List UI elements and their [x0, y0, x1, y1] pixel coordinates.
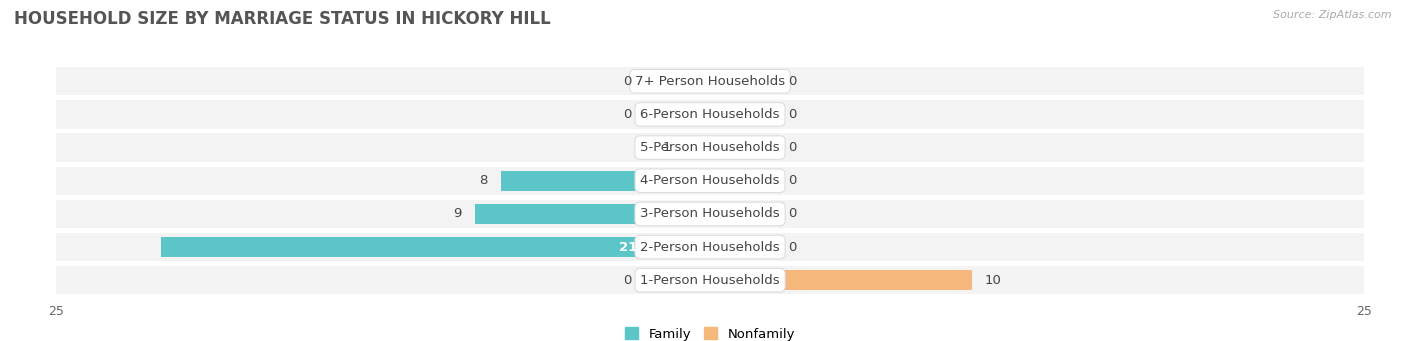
Bar: [644, 71, 710, 91]
Text: 4-Person Households: 4-Person Households: [640, 174, 780, 187]
Text: 0: 0: [789, 174, 797, 187]
Bar: [501, 171, 710, 191]
Text: 21: 21: [619, 240, 637, 254]
Text: Source: ZipAtlas.com: Source: ZipAtlas.com: [1274, 10, 1392, 20]
Legend: Family, Nonfamily: Family, Nonfamily: [619, 322, 801, 341]
Text: 3-Person Households: 3-Person Households: [640, 207, 780, 220]
Text: 0: 0: [623, 274, 631, 287]
Bar: [710, 171, 776, 191]
Bar: [56, 167, 1364, 195]
Text: 5-Person Households: 5-Person Households: [640, 141, 780, 154]
Text: 6-Person Households: 6-Person Households: [640, 108, 780, 121]
Bar: [710, 270, 776, 290]
Bar: [56, 233, 1364, 261]
Bar: [644, 171, 710, 191]
Bar: [644, 270, 710, 290]
Bar: [475, 204, 710, 224]
Text: HOUSEHOLD SIZE BY MARRIAGE STATUS IN HICKORY HILL: HOUSEHOLD SIZE BY MARRIAGE STATUS IN HIC…: [14, 10, 551, 28]
Text: 0: 0: [623, 75, 631, 88]
Text: 1-Person Households: 1-Person Households: [640, 274, 780, 287]
Text: 0: 0: [789, 141, 797, 154]
Text: 7+ Person Households: 7+ Person Households: [636, 75, 785, 88]
Bar: [710, 71, 776, 91]
Text: 1: 1: [662, 141, 671, 154]
Bar: [710, 270, 972, 290]
Text: 0: 0: [623, 108, 631, 121]
Text: 0: 0: [789, 240, 797, 254]
Bar: [644, 104, 710, 124]
Text: 2-Person Households: 2-Person Households: [640, 240, 780, 254]
Text: 8: 8: [479, 174, 488, 187]
Text: 0: 0: [789, 207, 797, 220]
Text: 0: 0: [789, 108, 797, 121]
Bar: [56, 266, 1364, 294]
Bar: [710, 204, 776, 224]
Bar: [644, 138, 710, 158]
Bar: [56, 200, 1364, 228]
Bar: [56, 67, 1364, 95]
Bar: [683, 138, 710, 158]
Bar: [56, 133, 1364, 162]
Bar: [710, 104, 776, 124]
Text: 0: 0: [789, 75, 797, 88]
Bar: [710, 237, 776, 257]
Bar: [644, 237, 710, 257]
Text: 10: 10: [984, 274, 1001, 287]
Text: 9: 9: [453, 207, 461, 220]
Bar: [56, 100, 1364, 129]
Bar: [160, 237, 710, 257]
Bar: [710, 138, 776, 158]
Bar: [644, 204, 710, 224]
